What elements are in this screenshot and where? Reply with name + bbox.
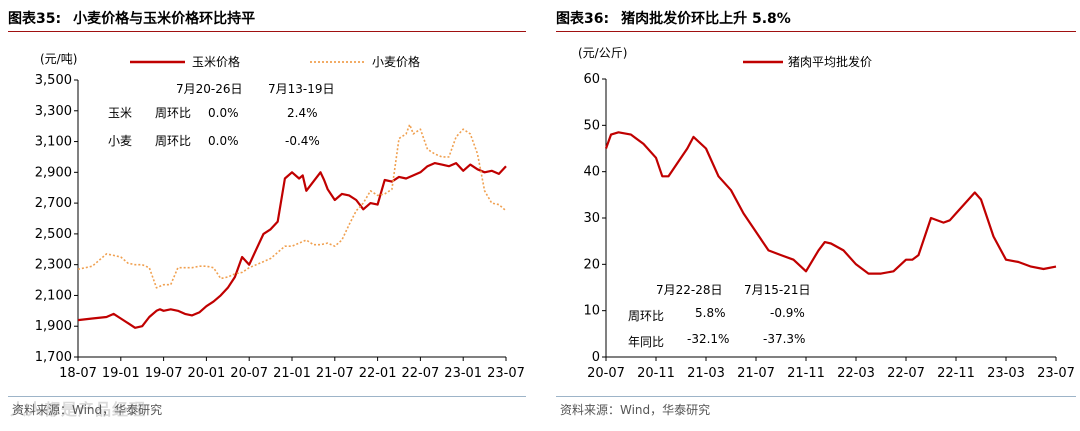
left-x-tick-label: 18-07 [59, 366, 97, 381]
right-footer-rule [556, 396, 1076, 397]
left-annot-date2: 7月13-19日 [268, 82, 335, 96]
left-y-tick-label: 1,900 [35, 319, 72, 334]
right-source-note: 资料来源：Wind，华泰研究 [560, 403, 711, 417]
right-y-tick-label: 30 [583, 211, 600, 226]
right-x-tick-label: 22-11 [937, 366, 975, 381]
left-annot-wheat: 小麦 [108, 134, 132, 148]
left-annot-wheat-v2: -0.4% [285, 134, 320, 148]
left-chart-svg: (元/吨) 1,700 1,900 2,100 2,300 2,500 2,700 2,90… [35, 52, 525, 381]
left-y-tick-label: 2,500 [35, 227, 72, 242]
right-unit-label: (元/公斤) [578, 46, 627, 60]
legend-label-pork: 猪肉平均批发价 [788, 54, 872, 69]
left-annot-corn-v2: 2.4% [287, 106, 318, 120]
left-annot-corn-v1: 0.0% [208, 106, 239, 120]
right-chart-title: 图表36: 猪肉批发价环比上升 5.8% [556, 8, 791, 28]
right-chart-svg: (元/公斤) 0 10 20 30 40 50 60 20-07 20-11 21-03 21-07… [578, 46, 1075, 381]
right-y-tick-label: 40 [583, 165, 600, 180]
left-x-tick-label: 22-07 [402, 366, 440, 381]
left-y-tick-label: 2,900 [35, 165, 72, 180]
left-axis-group: 1,700 1,900 2,100 2,300 2,500 2,700 2,900 3,100… [35, 73, 525, 381]
left-annot-corn: 玉米 [108, 106, 132, 120]
right-chart-panel: 图表36: 猪肉批发价环比上升 5.8% (元/公斤) 0 10 20 30 40 50 60… [548, 0, 1080, 431]
right-title-text: 猪肉批发价环比上升 5.8% [621, 11, 791, 27]
right-x-tick-label: 21-03 [687, 366, 725, 381]
right-annot-yoy: 年同比 [628, 335, 664, 349]
left-x-tick-label: 20-01 [188, 366, 226, 381]
right-x-tick-label: 20-07 [587, 366, 625, 381]
right-x-tick-label: 21-11 [787, 366, 825, 381]
left-annot-date1: 7月20-26日 [176, 82, 243, 96]
left-title-rule [8, 31, 526, 32]
right-series-group [604, 131, 1057, 275]
right-axis-group: 0 10 20 30 40 50 60 20-07 20-11 21-03 21-07 21-11 22… [583, 72, 1074, 381]
left-y-tick-label: 2,700 [35, 196, 72, 211]
left-legend: 玉米价格 小麦价格 [130, 54, 420, 69]
left-series-line-0 [77, 162, 507, 329]
right-y-tick-label: 10 [583, 304, 600, 319]
right-x-tick-label: 22-03 [837, 366, 875, 381]
right-y-tick-label: 0 [592, 350, 600, 365]
left-y-tick-label: 2,300 [35, 258, 72, 273]
right-title-rule [556, 31, 1076, 32]
left-watermark: 人人都是产品经理 [10, 400, 147, 419]
right-x-tick-label: 22-07 [887, 366, 925, 381]
left-source-note: 资料来源：Wind，华泰研究 [12, 403, 163, 417]
left-footer-rule [8, 396, 526, 397]
right-annot-wow-v2: -0.9% [770, 306, 805, 320]
right-x-tick-label: 23-07 [1037, 366, 1075, 381]
left-x-tick-label: 22-01 [359, 366, 397, 381]
left-x-tick-label: 19-07 [145, 366, 183, 381]
right-y-tick-label: 50 [583, 118, 600, 133]
legend-label-wheat: 小麦价格 [372, 54, 420, 69]
left-y-tick-label: 1,700 [35, 350, 72, 365]
left-annotation-table: 7月20-26日 7月13-19日 玉米 周环比 0.0% 2.4% 小麦 周环… [108, 82, 335, 148]
right-annot-yoy-v2: -37.3% [763, 332, 805, 346]
left-x-tick-label: 19-01 [102, 366, 140, 381]
right-legend: 猪肉平均批发价 [743, 54, 872, 69]
left-y-tick-label: 3,100 [35, 135, 72, 150]
right-x-tick-label: 23-03 [987, 366, 1025, 381]
right-annot-date2: 7月15-21日 [744, 283, 811, 297]
left-title-text: 小麦价格与玉米价格环比持平 [73, 11, 256, 27]
left-unit-label: (元/吨) [40, 52, 77, 66]
right-y-tick-label: 20 [583, 257, 600, 272]
right-annotation-table: 7月22-28日 7月15-21日 周环比 5.8% -0.9% 年同比 -32… [628, 283, 811, 349]
right-figure-number: 图表36: [556, 11, 610, 27]
left-chart-panel: 图表35: 小麦价格与玉米价格环比持平 (元/吨) 1,700 1,900 2,100… [0, 0, 530, 431]
left-figure-number: 图表35: [8, 11, 62, 27]
left-y-tick-label: 2,100 [35, 288, 72, 303]
right-annot-yoy-v1: -32.1% [687, 332, 729, 346]
left-x-tick-label: 21-07 [316, 366, 354, 381]
left-annot-wheat-v1: 0.0% [208, 134, 239, 148]
right-x-tick-label: 21-07 [737, 366, 775, 381]
left-y-tick-label: 3,500 [35, 73, 72, 88]
right-annot-wow: 周环比 [628, 309, 664, 323]
left-annot-wow1: 周环比 [155, 106, 191, 120]
right-x-tick-label: 20-11 [637, 366, 675, 381]
left-x-tick-label: 21-01 [273, 366, 311, 381]
left-x-tick-label: 23-07 [487, 366, 525, 381]
left-x-tick-label: 20-07 [230, 366, 268, 381]
left-x-tick-label: 23-01 [444, 366, 482, 381]
left-series-line-1 [77, 123, 507, 289]
right-y-tick-label: 60 [583, 72, 600, 87]
left-annot-wow2: 周环比 [155, 134, 191, 148]
right-series-line-0 [604, 131, 1057, 275]
left-y-tick-label: 3,300 [35, 104, 72, 119]
left-chart-title: 图表35: 小麦价格与玉米价格环比持平 [8, 8, 255, 28]
right-annot-date1: 7月22-28日 [656, 283, 723, 297]
legend-label-corn: 玉米价格 [192, 54, 240, 69]
left-series-group [77, 123, 507, 329]
right-annot-wow-v1: 5.8% [695, 306, 726, 320]
